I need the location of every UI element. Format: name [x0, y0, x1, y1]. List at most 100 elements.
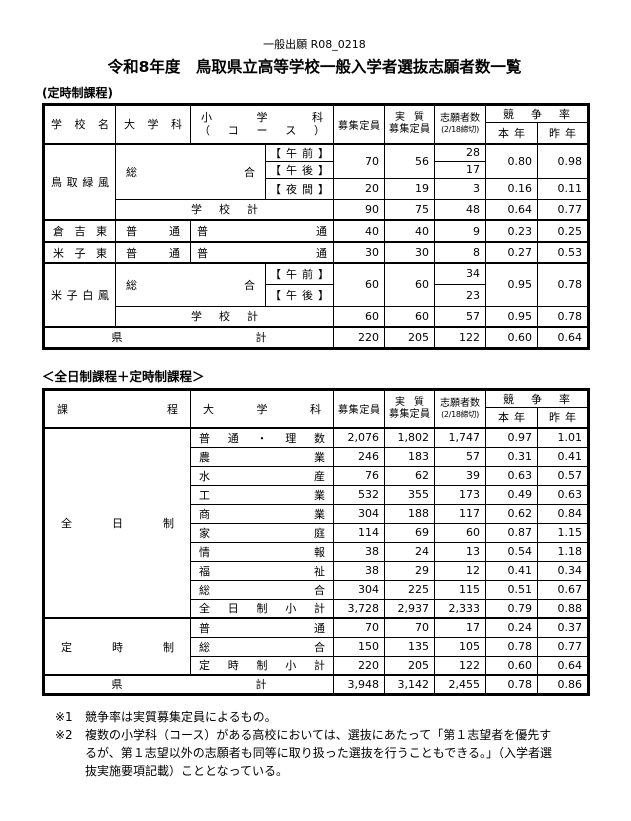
capacity-cell: 20: [333, 177, 385, 200]
ratio-last-year-cell: 0.98: [537, 143, 589, 179]
real-capacity-cell: 183: [384, 446, 435, 467]
school-total-row: 学校計 90 75 48 0.64 0.77: [44, 198, 589, 221]
section-label-parttime: (定時制課程): [42, 86, 113, 100]
real-capacity-cell: 3,142: [384, 674, 435, 695]
applicants-cell: 34: [434, 262, 486, 285]
ratio-last-year-cell: 0.11: [537, 177, 589, 200]
ratio-this-year-cell: 0.78: [485, 636, 538, 657]
ratio-last-year-cell: 0.53: [537, 241, 589, 264]
ratio-this-year-cell: 0.79: [485, 598, 538, 619]
course-cell: 【夜間】: [265, 177, 334, 200]
dept-cell: 情報: [190, 541, 334, 562]
capacity-cell: 90: [333, 198, 385, 221]
footnote-text: 競争率は実質募集定員によるもの。: [85, 709, 277, 724]
applicants-cell: 117: [434, 503, 486, 524]
applicants-cell: 23: [434, 283, 486, 307]
minor-cell: 普通: [190, 241, 334, 264]
header-this-year: 本年: [485, 122, 538, 145]
ratio-last-year-cell: 0.78: [537, 262, 589, 307]
dept-cell: 普通: [115, 219, 191, 243]
header-row-1: 学校名 大学科 小学科 （コース） 募集定員 実質 募集定員 志願者数 (2/1…: [43, 104, 589, 145]
real-capacity-cell: 205: [384, 326, 435, 349]
header-ratio: 競争率: [485, 388, 589, 408]
section-label-fulltime-parttime: ＜全日制課程＋定時制課程＞: [42, 368, 205, 384]
table-row: 家庭 114 69 60 0.87 1.15: [44, 522, 589, 543]
dept-cell: 福祉: [190, 560, 334, 581]
ratio-last-year-cell: 0.57: [537, 465, 589, 486]
header-this-year: 本年: [485, 406, 538, 429]
ratio-this-year-cell: 0.80: [485, 143, 538, 179]
school-cell: 鳥取緑風: [43, 143, 116, 221]
school-total-label: 学校計: [115, 305, 334, 328]
ratio-last-year-cell: 0.25: [537, 219, 589, 243]
header-real-capacity: 実質 募集定員: [384, 388, 435, 429]
ratio-last-year-cell: 0.77: [537, 636, 589, 657]
school-cell: 倉吉東: [43, 219, 116, 243]
real-capacity-cell: 70: [384, 617, 435, 638]
applicants-cell: 173: [434, 484, 486, 505]
table-row: 農業 246 183 57 0.31 0.41: [44, 446, 589, 467]
real-capacity-cell: 205: [384, 655, 435, 676]
footnote-1: ※1 競争率は実質募集定員によるもの。: [55, 708, 560, 726]
capacity-cell: 114: [333, 522, 385, 543]
ratio-last-year-cell: 0.67: [537, 579, 589, 600]
table-row: 水産 76 62 39 0.63 0.57: [44, 465, 589, 486]
prefecture-total-row: 県計 220 205 122 0.60 0.64: [43, 326, 589, 349]
header-school: 学校名: [43, 104, 116, 145]
applicants-cell: 2,455: [434, 674, 486, 695]
ratio-this-year-cell: 0.60: [485, 655, 538, 676]
header-ratio: 競争率: [485, 104, 589, 123]
course-cell: 【午後】: [265, 160, 334, 179]
ratio-this-year-cell: 0.78: [485, 674, 538, 695]
ratio-this-year-cell: 0.64: [485, 198, 538, 221]
applicants-cell: 1,747: [434, 427, 486, 448]
dept-cell: 普通・理数: [190, 427, 334, 448]
ratio-this-year-cell: 0.27: [485, 241, 538, 264]
footnote-marker: ※1: [55, 709, 73, 724]
header-dept: 大学科: [115, 104, 191, 145]
ratio-last-year-cell: 0.34: [537, 560, 589, 581]
applicants-cell: 115: [434, 579, 486, 600]
table-row: 工業 532 355 173 0.49 0.63: [44, 484, 589, 505]
ratio-last-year-cell: 0.78: [537, 305, 589, 328]
ratio-last-year-cell: 1.18: [537, 541, 589, 562]
ratio-last-year-cell: 0.64: [537, 326, 589, 349]
real-capacity-cell: 40: [384, 219, 435, 243]
subtotal-row: 全日制小計 3,728 2,937 2,333 0.79 0.88: [44, 598, 589, 619]
school-total-row: 学校計 60 60 57 0.95 0.78: [44, 305, 589, 328]
ratio-last-year-cell: 0.41: [537, 446, 589, 467]
capacity-cell: 30: [333, 241, 385, 264]
real-capacity-cell: 1,802: [384, 427, 435, 448]
header-minor-course: 小学科 （コース）: [190, 104, 334, 145]
capacity-cell: 3,728: [333, 598, 385, 619]
ratio-this-year-cell: 0.49: [485, 484, 538, 505]
capacity-cell: 70: [333, 143, 385, 179]
ratio-last-year-cell: 1.01: [537, 427, 589, 448]
real-capacity-cell: 56: [384, 143, 435, 179]
capacity-cell: 70: [333, 617, 385, 638]
real-capacity-cell: 69: [384, 522, 435, 543]
capacity-cell: 76: [333, 465, 385, 486]
subtotal-label: 定時制小計: [190, 655, 334, 676]
header-capacity: 募集定員: [333, 388, 385, 429]
school-total-label: 学校計: [115, 198, 334, 221]
table-row: 定時制 普通 70 70 17 0.24 0.37: [43, 617, 589, 676]
course-group-cell: 定時制: [43, 617, 191, 676]
header-applicants: 志願者数 (2/18締切): [434, 388, 486, 429]
real-capacity-cell: 135: [384, 636, 435, 657]
footnote-marker: ※2: [55, 727, 73, 742]
applicants-cell: 57: [434, 305, 486, 328]
ratio-this-year-cell: 0.54: [485, 541, 538, 562]
applicants-cell: 39: [434, 465, 486, 486]
ratio-last-year-cell: 0.88: [537, 598, 589, 619]
ratio-this-year-cell: 0.87: [485, 522, 538, 543]
header-row-2: 本年 昨年: [44, 122, 589, 145]
ratio-this-year-cell: 0.97: [485, 427, 538, 448]
ratio-last-year-cell: 0.64: [537, 655, 589, 676]
school-cell: 米子白鳳: [43, 262, 116, 328]
capacity-cell: 40: [333, 219, 385, 243]
header-applicants: 志願者数 (2/18締切): [434, 104, 486, 145]
applicants-cell: 9: [434, 219, 486, 243]
ratio-this-year-cell: 0.60: [485, 326, 538, 349]
table-row: 全日制 普通・理数 2,076 1,802 1,747 0.97 1.01: [43, 427, 589, 619]
